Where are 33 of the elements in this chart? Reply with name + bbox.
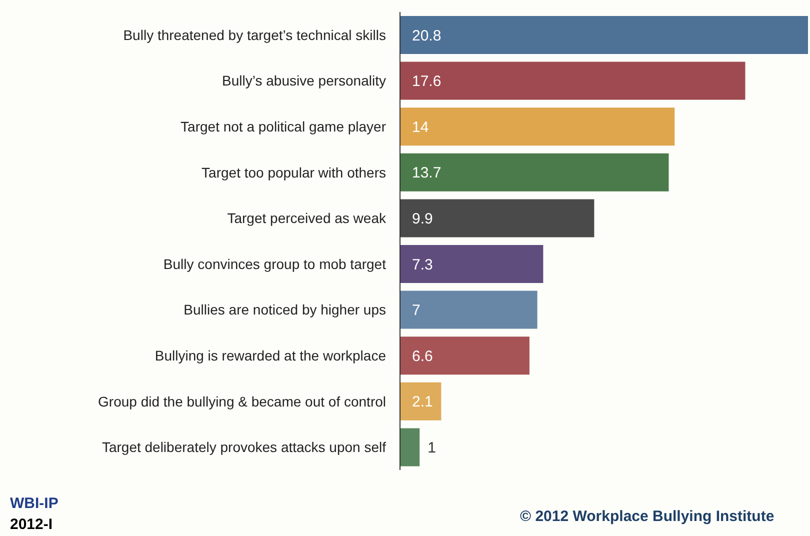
bar <box>400 336 530 375</box>
y-tick-label: Bully convinces group to mob target <box>163 256 386 272</box>
y-tick-label: Group did the bullying & became out of control <box>98 393 386 410</box>
data-label: 1 <box>428 439 436 456</box>
data-label: 2.1 <box>412 394 433 411</box>
text: © 2012 Workplace Bullying Institute <box>520 508 774 525</box>
bar <box>400 16 808 54</box>
bar <box>400 62 746 100</box>
bar <box>400 199 594 238</box>
data-label: 20.8 <box>412 27 442 44</box>
y-tick-label: Target too popular with others <box>202 164 386 180</box>
data-label: 7.3 <box>412 256 433 274</box>
y-tick-label: Bullying is rewarded at the workplace <box>154 347 386 364</box>
text: 2012-I <box>10 516 53 533</box>
data-label: 17.6 <box>412 73 442 90</box>
y-tick-label: Target perceived as weak <box>227 210 387 226</box>
data-label: 6.6 <box>412 348 433 365</box>
bar <box>400 290 538 329</box>
bar <box>400 153 669 192</box>
y-tick-label: Bully threatened by target’s technical skills <box>123 26 386 43</box>
bar <box>400 108 675 146</box>
y-tick-label: Bullies are noticed by higher ups <box>184 302 386 318</box>
data-label: 14 <box>412 118 429 136</box>
text: WBI-IP <box>10 495 58 512</box>
y-tick-label: Target not a political game player <box>180 118 386 134</box>
data-label: 7 <box>412 302 420 320</box>
data-label: 13.7 <box>412 164 442 182</box>
y-tick-label: Bully’s abusive personality <box>222 72 386 89</box>
bar <box>400 428 420 466</box>
bar <box>400 245 544 283</box>
data-label: 9.9 <box>412 210 433 228</box>
bar <box>400 382 442 420</box>
y-tick-label: Target deliberately provokes attacks upon self <box>102 439 386 456</box>
